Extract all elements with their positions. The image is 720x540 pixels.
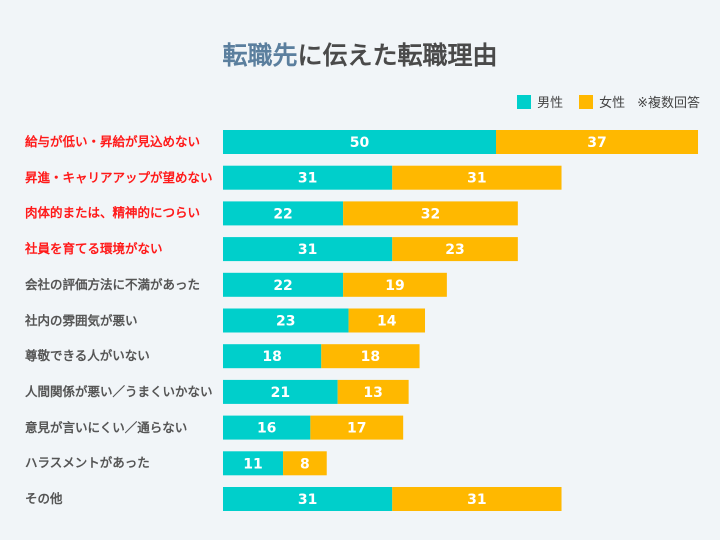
- data-label: 31: [467, 171, 486, 187]
- data-label: 16: [257, 421, 276, 437]
- title-rest: に伝えた転職理由: [297, 41, 498, 70]
- bar-male: [223, 165, 393, 190]
- legend-swatch-female: [579, 94, 594, 109]
- bar-female: [496, 130, 699, 154]
- data-label: 31: [298, 492, 317, 508]
- bar-male: [223, 379, 338, 404]
- bar-male: [223, 272, 344, 297]
- legend-label-female: 女性: [599, 96, 626, 111]
- data-label: 18: [262, 349, 281, 365]
- data-label: 17: [347, 421, 366, 437]
- bar-female: [337, 379, 409, 404]
- bar-female: [321, 344, 420, 369]
- data-label: 31: [467, 492, 486, 508]
- category-label: 社内の雰囲気が悪い: [25, 312, 138, 328]
- bar-female: [348, 308, 426, 333]
- bar-male: [223, 308, 349, 333]
- category-label: 会社の評価方法に不満があった: [25, 276, 201, 292]
- legend-note: ※複数回答: [637, 96, 700, 111]
- data-label: 31: [298, 171, 317, 187]
- data-label: 14: [377, 314, 397, 330]
- legend: 男性 女性 ※複数回答: [517, 92, 700, 111]
- bar-female: [310, 415, 404, 440]
- legend-label-male: 男性: [537, 96, 564, 111]
- category-label: 肉体的または、精神的につらい: [25, 205, 201, 221]
- bar-male: [223, 201, 344, 226]
- data-label: 8: [300, 456, 310, 472]
- bar-male: [223, 487, 393, 511]
- bar-female: [392, 237, 518, 262]
- data-label: 31: [298, 242, 317, 258]
- legend-swatch-male: [517, 94, 532, 109]
- category-label: 昇進・キャリアアップが望めない: [25, 169, 213, 185]
- bar-female: [343, 272, 447, 297]
- category-label: 尊敬できる人がいない: [25, 348, 150, 364]
- bar-male: [223, 451, 284, 476]
- data-label: 19: [385, 278, 404, 294]
- data-label: 32: [421, 206, 440, 222]
- category-label: 人間関係が悪い／うまくいかない: [25, 383, 213, 399]
- data-label: 11: [243, 456, 262, 472]
- bar-female: [343, 201, 518, 226]
- data-label: 23: [445, 242, 464, 258]
- bar-female: [392, 165, 562, 190]
- data-label: 22: [273, 278, 292, 294]
- category-label: 社員を育てる環境がない: [25, 241, 163, 257]
- bar-female: [283, 451, 327, 476]
- category-label: 意見が言いにくい／通らない: [25, 419, 188, 435]
- bar-female: [392, 487, 562, 511]
- data-label: 13: [363, 385, 382, 401]
- bar-male: [223, 344, 322, 369]
- data-label: 18: [361, 349, 380, 365]
- data-label: 21: [271, 385, 290, 401]
- bar-male: [223, 415, 311, 440]
- category-label: ハラスメントがあった: [25, 455, 150, 471]
- data-label: 23: [276, 314, 295, 330]
- chart-title: 転職先に伝えた転職理由: [0, 36, 720, 72]
- data-label: 37: [587, 135, 606, 151]
- bar-male: [223, 237, 393, 262]
- category-label: 給与が低い・昇給が見込めない: [25, 134, 201, 149]
- data-label: 50: [350, 135, 370, 151]
- title-highlight: 転職先: [222, 41, 298, 70]
- bar-male: [223, 130, 496, 154]
- data-label: 22: [273, 206, 292, 222]
- category-label: その他: [25, 491, 63, 506]
